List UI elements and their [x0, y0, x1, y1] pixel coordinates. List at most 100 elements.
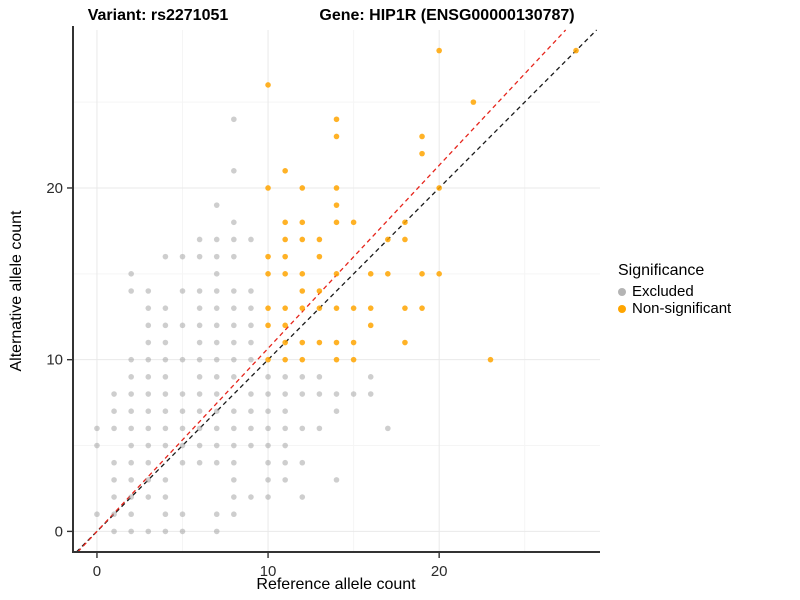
data-point-excluded	[162, 253, 169, 260]
data-point-excluded	[213, 305, 220, 311]
data-point-excluded	[162, 322, 169, 329]
x-axis-label: Reference allele count	[256, 576, 416, 593]
data-point-non-significant	[316, 236, 323, 243]
data-point-excluded	[179, 322, 186, 329]
data-point-excluded	[367, 374, 374, 380]
y-axis-label: Alternative allele count	[8, 210, 25, 372]
data-point-excluded	[316, 425, 323, 432]
data-point-excluded	[128, 356, 134, 363]
data-point-non-significant	[282, 236, 288, 243]
data-point-non-significant	[282, 322, 288, 329]
data-point-excluded	[248, 494, 254, 500]
data-point-excluded	[248, 425, 254, 432]
data-point-excluded	[162, 425, 169, 432]
legend-item-non-significant: Non-significant	[618, 300, 731, 317]
data-point-excluded	[248, 322, 254, 329]
legend: Significance Excluded Non-significant	[618, 262, 731, 317]
data-point-non-significant	[282, 219, 288, 226]
data-point-non-significant	[402, 339, 408, 346]
data-point-non-significant	[333, 305, 340, 311]
data-point-excluded	[299, 494, 306, 500]
data-point-non-significant	[333, 185, 340, 191]
data-point-excluded	[179, 356, 186, 363]
data-point-non-significant	[265, 271, 271, 277]
data-point-excluded	[316, 391, 323, 397]
data-point-non-significant	[573, 47, 579, 54]
data-point-excluded	[196, 425, 203, 432]
data-point-excluded	[248, 339, 254, 346]
data-point-non-significant	[282, 339, 288, 346]
data-point-excluded	[213, 322, 220, 329]
data-point-excluded	[213, 408, 220, 414]
data-point-excluded	[385, 425, 391, 432]
data-point-excluded	[128, 442, 134, 449]
data-point-excluded	[248, 442, 254, 449]
data-point-excluded	[145, 494, 152, 500]
data-point-excluded	[162, 494, 169, 500]
data-point-excluded	[111, 477, 117, 483]
data-point-excluded	[196, 322, 203, 329]
data-point-excluded	[196, 459, 203, 466]
data-point-non-significant	[419, 133, 425, 140]
y-tick-label: 10	[46, 352, 63, 369]
data-point-excluded	[128, 477, 134, 483]
data-point-non-significant	[350, 356, 357, 363]
data-point-non-significant	[470, 99, 477, 105]
data-point-excluded	[145, 408, 152, 414]
data-point-non-significant	[402, 219, 408, 226]
data-point-excluded	[265, 494, 271, 500]
data-point-excluded	[333, 408, 340, 414]
data-point-non-significant	[402, 305, 408, 311]
plot-title-variant: Variant: rs2271051	[87, 7, 229, 24]
data-point-excluded	[94, 425, 100, 432]
data-point-excluded	[111, 511, 117, 518]
data-point-non-significant	[333, 339, 340, 346]
data-point-excluded	[94, 511, 100, 518]
data-point-excluded	[162, 356, 169, 363]
data-point-non-significant	[419, 305, 425, 311]
data-point-excluded	[265, 459, 271, 466]
data-point-excluded	[231, 408, 237, 414]
data-point-excluded	[162, 391, 169, 397]
data-point-excluded	[231, 374, 237, 380]
data-point-non-significant	[419, 271, 425, 277]
data-point-excluded	[265, 374, 271, 380]
data-point-excluded	[179, 408, 186, 414]
legend-item-label: Excluded	[632, 283, 694, 300]
data-point-excluded	[196, 356, 203, 363]
data-point-excluded	[162, 374, 169, 380]
data-point-non-significant	[299, 339, 306, 346]
data-point-non-significant	[299, 288, 306, 294]
data-point-non-significant	[333, 202, 340, 208]
data-point-excluded	[248, 305, 254, 311]
data-point-excluded	[162, 511, 169, 518]
legend-item-excluded: Excluded	[618, 283, 731, 300]
plot-title-gene: Gene: HIP1R (ENSG00000130787)	[319, 7, 575, 24]
data-point-non-significant	[350, 305, 357, 311]
data-point-excluded	[248, 236, 254, 243]
data-point-excluded	[179, 253, 186, 260]
data-point-excluded	[213, 236, 220, 243]
data-point-excluded	[179, 391, 186, 397]
data-point-excluded	[333, 477, 340, 483]
data-point-excluded	[231, 511, 237, 518]
data-point-excluded	[128, 374, 134, 380]
data-point-excluded	[162, 339, 169, 346]
x-tick-label: 20	[431, 563, 448, 580]
data-point-non-significant	[316, 288, 323, 294]
data-point-non-significant	[299, 219, 306, 226]
data-point-non-significant	[316, 253, 323, 260]
data-point-non-significant	[367, 271, 374, 277]
data-point-non-significant	[299, 305, 306, 311]
data-point-excluded	[350, 391, 357, 397]
data-point-excluded	[231, 425, 237, 432]
data-point-excluded	[231, 168, 237, 174]
data-point-non-significant	[299, 271, 306, 277]
data-point-non-significant	[265, 185, 271, 191]
data-point-excluded	[128, 408, 134, 414]
data-point-non-significant	[333, 271, 340, 277]
data-point-non-significant	[367, 305, 374, 311]
data-point-excluded	[145, 425, 152, 432]
data-point-non-significant	[487, 356, 494, 363]
data-point-non-significant	[350, 339, 357, 346]
